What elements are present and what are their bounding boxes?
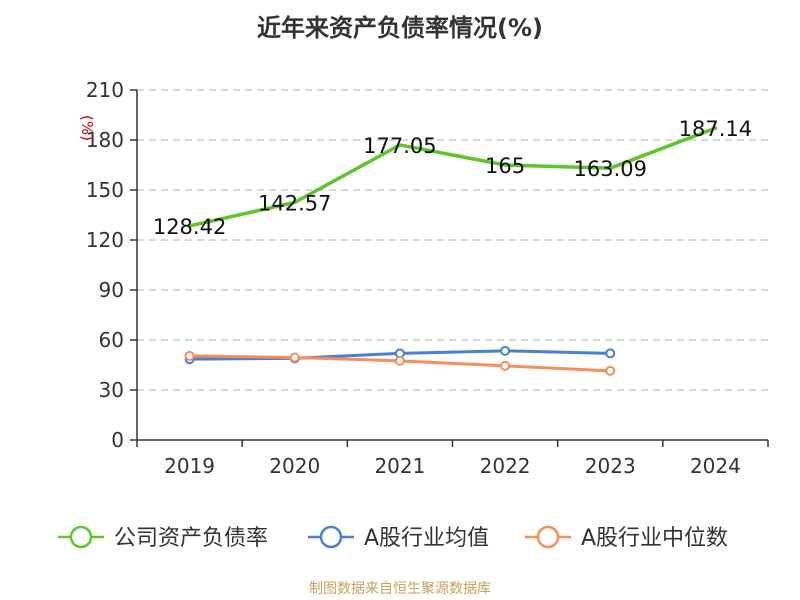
data-point xyxy=(605,365,616,376)
data-point xyxy=(500,360,511,371)
legend-item: A股行业均值 xyxy=(308,525,489,551)
legend: 公司资产负债率 A股行业均值 A股行业中位数 xyxy=(58,525,728,551)
data-point xyxy=(605,348,616,359)
series-lines xyxy=(184,126,718,376)
data-point xyxy=(289,352,300,363)
x-tick-label: 2021 xyxy=(374,454,425,478)
y-tick-label: 150 xyxy=(86,178,124,202)
legend-marker xyxy=(69,525,93,549)
data-label: 165 xyxy=(485,154,525,178)
legend-label: A股行业中位数 xyxy=(581,526,728,551)
y-tick-label: 30 xyxy=(99,378,124,402)
data-label: 128.42 xyxy=(153,215,226,239)
y-tick-label: 60 xyxy=(99,328,124,352)
data-label: 177.05 xyxy=(363,134,436,158)
legend-marker xyxy=(536,525,560,549)
y-tick-label: 90 xyxy=(99,278,124,302)
legend-item: 公司资产负债率 xyxy=(58,525,268,551)
data-point xyxy=(500,345,511,356)
y-tick-label: 180 xyxy=(86,128,124,152)
data-label: 163.09 xyxy=(574,157,647,181)
data-point xyxy=(184,350,195,361)
legend-marker xyxy=(319,525,343,549)
legend-label: 公司资产负债率 xyxy=(114,526,268,551)
x-tick-label: 2023 xyxy=(585,454,636,478)
data-label: 142.57 xyxy=(258,191,331,215)
data-label: 187.14 xyxy=(679,117,752,141)
data-labels: 128.42 142.57 177.05 165 163.09 187.14 xyxy=(153,117,752,239)
y-tick-label: 210 xyxy=(86,78,124,102)
legend-item: A股行业中位数 xyxy=(525,525,728,551)
y-tick-label: 0 xyxy=(111,428,124,452)
x-tick-label: 2020 xyxy=(269,454,320,478)
x-tick-label: 2022 xyxy=(480,454,531,478)
source-note: 制图数据来自恒生聚源数据库 xyxy=(309,581,491,597)
y-axis-label: (%) xyxy=(78,115,96,141)
chart-title: 近年来资产负债率情况(%) xyxy=(257,14,543,42)
legend-label: A股行业均值 xyxy=(364,526,489,551)
gridlines xyxy=(137,89,768,391)
y-tick-label: 120 xyxy=(86,228,124,252)
x-tick-label: 2019 xyxy=(164,454,215,478)
axes: 0 30 60 90 120 150 180 210 2019 2020 2021 2022 2023 2… xyxy=(86,78,769,478)
series-line xyxy=(187,126,718,228)
data-point xyxy=(394,355,405,366)
x-tick-label: 2024 xyxy=(690,454,741,478)
